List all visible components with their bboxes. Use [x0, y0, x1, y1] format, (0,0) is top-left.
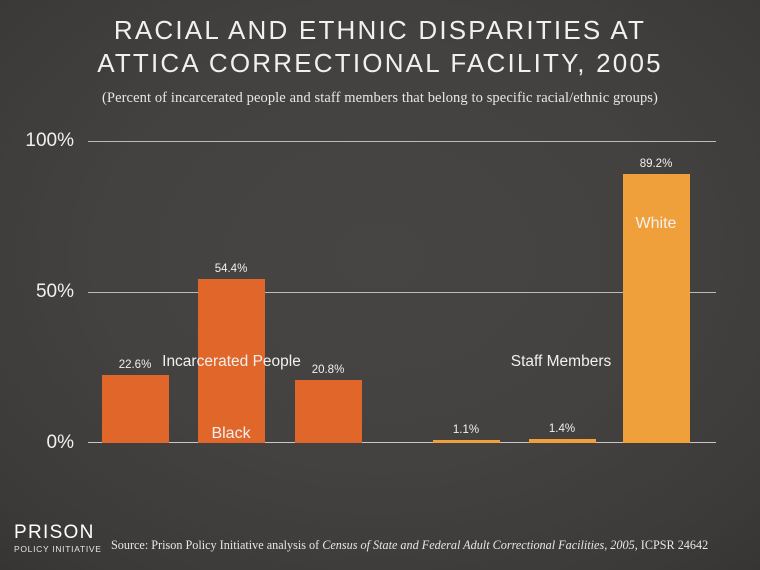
bar-value-label: 22.6%	[118, 358, 152, 371]
logo-main-text: PRISON	[14, 522, 95, 543]
bar-staff-members-white: 89.2% White	[622, 158, 690, 443]
prison-policy-initiative-logo: PRISON POLICY INITIATIVE	[14, 523, 109, 555]
gridline-50pct	[88, 292, 716, 293]
chart-footer: PRISON POLICY INITIATIVE Source: Prison …	[0, 515, 760, 570]
x-axis-label-white: White	[635, 215, 677, 233]
group-label-staff-members: Staff Members	[510, 353, 612, 370]
bar-incarcerated-people-white: 20.8%White	[294, 364, 362, 443]
bar-value-label: 89.2%	[639, 157, 673, 170]
bar-staff-members-latino: 1.1%Latino	[432, 424, 500, 443]
chart-subtitle: (Percent of incarcerated people and staf…	[102, 90, 658, 106]
gridline-100pct	[88, 141, 716, 142]
source-prefix: Source: Prison Policy Initiative analysi…	[111, 538, 323, 552]
bar-value-label: 20.8%	[311, 364, 345, 377]
y-axis-label-50pct: 50%	[35, 281, 74, 302]
source-note: Source: Prison Policy Initiative analysi…	[111, 538, 708, 553]
chart-header: RACIAL AND ETHNIC DISPARITIES AT ATTICA …	[0, 14, 760, 107]
chart-title-line-2: ATTICA CORRECTIONAL FACILITY, 2005	[97, 48, 663, 78]
chart-title-line-1: RACIAL AND ETHNIC DISPARITIES AT	[113, 15, 647, 45]
bar-value-label: 1.4%	[548, 422, 576, 435]
bar-incarcerated-people-black: 54.4% Black	[197, 263, 265, 443]
bar-staff-members-black: 1.4%Black	[528, 423, 596, 443]
plot-area: 0%50%100% 22.6%Latino54.4%Black20.8%Whit…	[25, 130, 716, 453]
source-suffix: , ICPSR 24642	[634, 538, 709, 552]
x-axis-label-black: Black	[211, 425, 251, 443]
x-axis-baseline	[88, 442, 716, 443]
y-axis-label-0pct: 0%	[46, 432, 74, 453]
group-label-incarcerated-people: Incarcerated People	[162, 353, 301, 370]
bar-incarcerated-people-latino: 22.6%Latino	[101, 359, 169, 443]
y-axis-label-100pct: 100%	[25, 130, 74, 151]
bar-value-label: 1.1%	[452, 423, 480, 436]
bar-value-label: 54.4%	[214, 262, 248, 275]
source-citation-title: Census of State and Federal Adult Correc…	[322, 538, 635, 552]
logo-sub-text: POLICY INITIATIVE	[14, 544, 102, 554]
